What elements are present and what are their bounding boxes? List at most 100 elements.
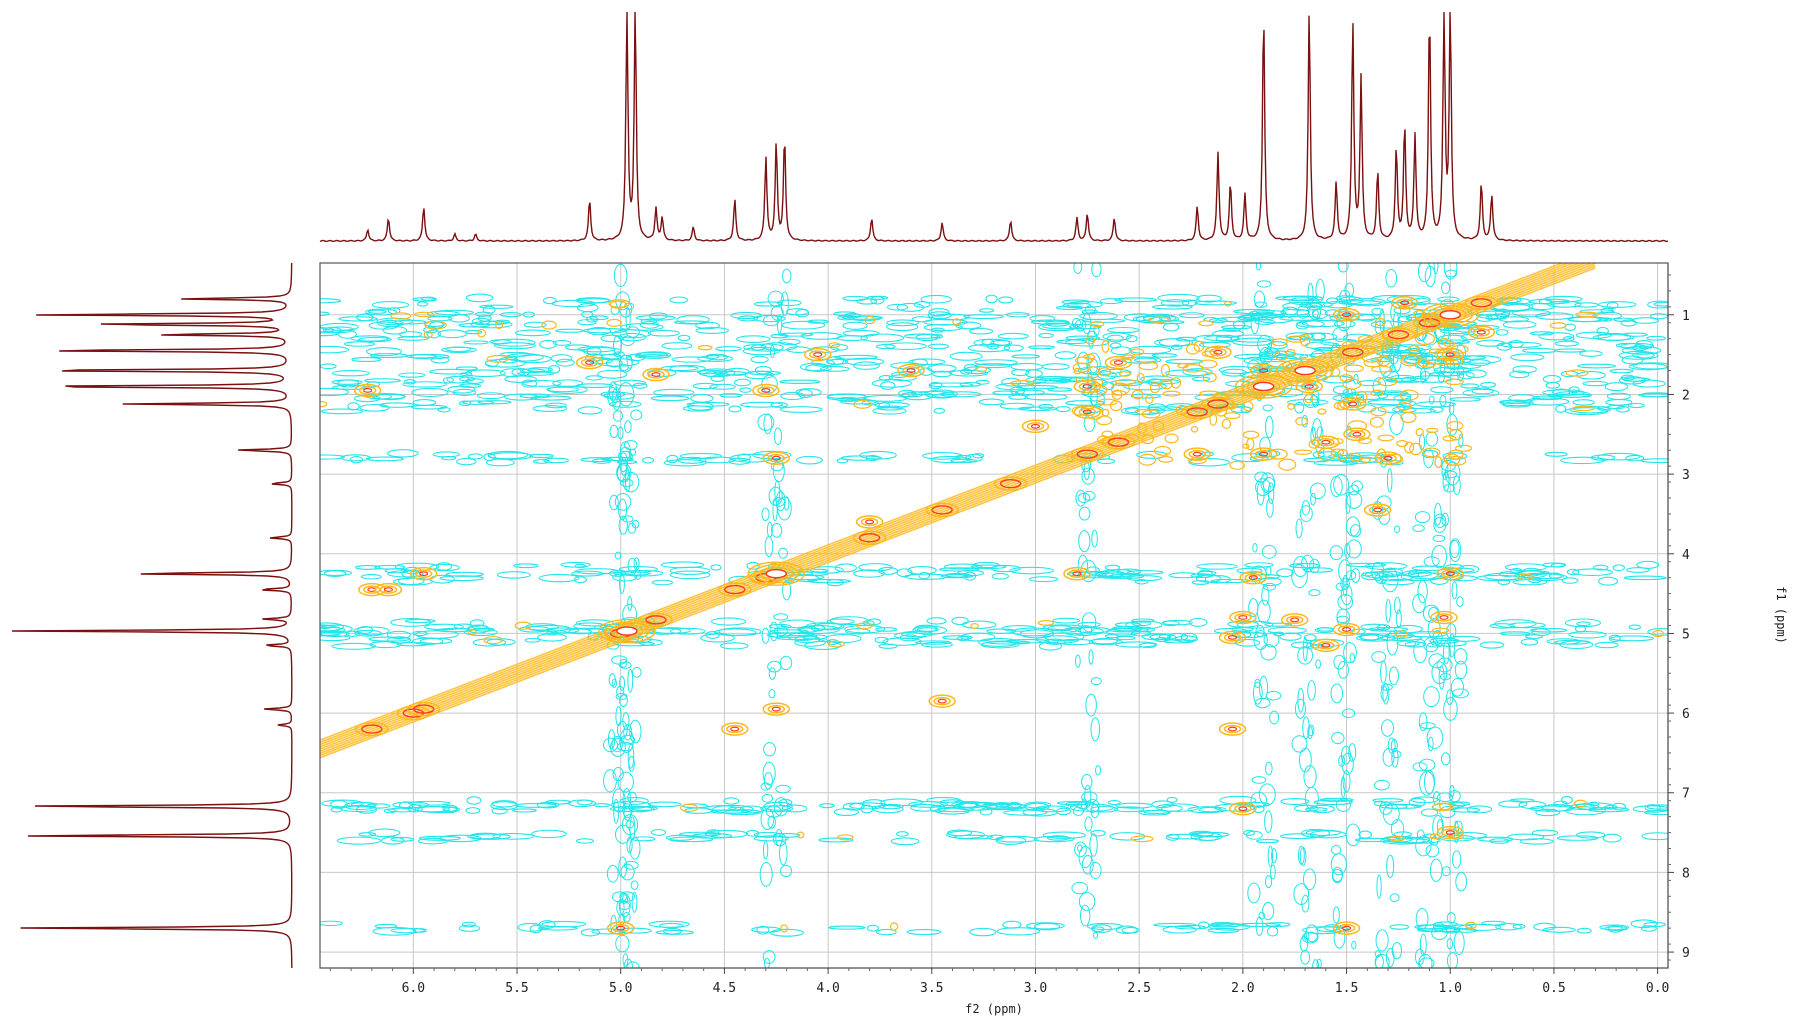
noise-column-contour	[1389, 364, 1396, 373]
aliphatic-cluster-contour	[1434, 357, 1452, 366]
aliphatic-cluster-contour	[1400, 354, 1419, 367]
positive-noise-contour	[952, 318, 961, 326]
noise-column-contour	[1270, 864, 1276, 880]
aliphatic-cluster-contour	[1336, 448, 1349, 462]
noise-row-contour	[921, 641, 953, 648]
diagonal-peak-contour	[1207, 399, 1229, 409]
noise-row-contour	[519, 368, 546, 374]
noise-row-contour	[1326, 297, 1339, 305]
noise-row-contour	[1131, 620, 1152, 627]
noise-column-contour	[1078, 529, 1091, 553]
cross-peak-contour	[897, 363, 925, 378]
noise-row-contour	[927, 343, 950, 350]
aliphatic-cluster-contour	[1415, 428, 1424, 437]
noise-row-contour	[485, 458, 516, 467]
noise-row-contour	[1568, 630, 1607, 639]
noise-column-contour	[1253, 290, 1266, 308]
cross-peak-contour	[1317, 641, 1335, 650]
noise-row-contour	[1349, 298, 1387, 307]
noise-column-contour	[1301, 554, 1315, 573]
noise-column-contour	[611, 735, 623, 753]
noise-row-contour	[669, 296, 689, 304]
noise-row-contour	[963, 363, 977, 372]
noise-column-contour	[778, 547, 788, 559]
noise-row-contour	[986, 640, 1032, 645]
diagonal-peak-contour	[1101, 435, 1136, 450]
positive-noise-contour	[1465, 921, 1477, 930]
cross-peak-contour	[803, 347, 832, 362]
noise-row-contour	[1207, 927, 1240, 934]
cross-peak-core	[1238, 615, 1248, 620]
diagonal-peak-contour	[1240, 376, 1287, 397]
cross-peak-core	[1248, 575, 1258, 581]
noise-row-contour	[896, 568, 913, 578]
noise-row-contour	[585, 375, 603, 381]
noise-row-contour	[320, 622, 344, 632]
noise-row-contour	[461, 921, 476, 928]
noise-row-contour	[995, 836, 1027, 845]
aliphatic-cluster-contour	[1221, 418, 1232, 429]
noise-row-contour	[1157, 293, 1200, 303]
cross-peak-core	[761, 388, 771, 393]
noise-row-contour	[650, 828, 667, 836]
noise-row-contour	[447, 385, 476, 394]
noise-row-contour	[1196, 563, 1238, 570]
noise-row-contour	[951, 616, 969, 626]
noise-column-contour	[1386, 854, 1395, 879]
noise-row-contour	[499, 311, 522, 318]
noise-row-contour	[1542, 389, 1586, 396]
noise-row-contour	[469, 619, 485, 627]
noise-row-contour	[1450, 807, 1481, 813]
noise-row-contour	[1429, 406, 1444, 413]
noise-row-contour	[910, 803, 941, 812]
noise-column-contour	[1331, 731, 1345, 745]
noise-column-contour	[1443, 697, 1458, 721]
positive-noise-contour	[390, 312, 412, 320]
noise-row-contour	[763, 801, 793, 811]
cross-peak-contour	[1339, 397, 1367, 411]
noise-row-contour	[867, 618, 882, 626]
noise-row-contour	[1033, 836, 1075, 843]
cross-peak-contour	[1249, 447, 1278, 461]
noise-row-contour	[1029, 315, 1056, 322]
cross-peak-contour	[1436, 566, 1464, 581]
noise-row-contour	[498, 356, 519, 364]
noise-column-contour	[781, 268, 792, 284]
noise-column-contour	[767, 290, 784, 307]
cross-peak-contour	[1337, 625, 1356, 634]
noise-column-contour	[1292, 556, 1308, 578]
noise-column-contour	[1088, 649, 1094, 665]
noise-row-contour	[1604, 382, 1629, 392]
noise-row-contour	[1597, 406, 1610, 411]
cross-peak-contour	[611, 923, 630, 933]
noise-row-contour	[908, 801, 949, 808]
positive-noise-contour	[424, 320, 447, 330]
noise-row-contour	[580, 928, 601, 937]
diagonal-contour-line	[320, 263, 1594, 752]
noise-row-contour	[786, 308, 809, 316]
noise-row-contour	[669, 570, 711, 580]
aliphatic-cluster-contour	[1136, 372, 1145, 383]
noise-column-contour	[1262, 902, 1275, 921]
noise-row-contour	[920, 294, 952, 304]
noise-row-contour	[407, 800, 451, 806]
noise-row-contour	[742, 346, 781, 356]
noise-row-contour	[476, 392, 506, 400]
noise-row-contour	[580, 457, 614, 463]
cross-peak-contour	[1435, 613, 1453, 622]
noise-row-contour	[695, 327, 730, 334]
noise-column-contour	[1071, 881, 1089, 895]
noise-column-contour	[1454, 660, 1468, 680]
noise-column-contour	[1092, 931, 1099, 939]
noise-row-contour	[669, 364, 706, 373]
noise-row-contour	[1572, 399, 1595, 406]
cross-peak-core	[363, 388, 373, 393]
aliphatic-cluster-contour	[1442, 435, 1457, 442]
noise-row-contour	[737, 315, 759, 322]
noise-column-contour	[1415, 835, 1432, 857]
noise-row-contour	[1502, 320, 1537, 329]
noise-column-contour	[769, 621, 779, 642]
noise-column-contour	[1263, 632, 1280, 648]
positive-noise-contour	[1439, 802, 1452, 811]
noise-column-contour	[1331, 866, 1343, 883]
